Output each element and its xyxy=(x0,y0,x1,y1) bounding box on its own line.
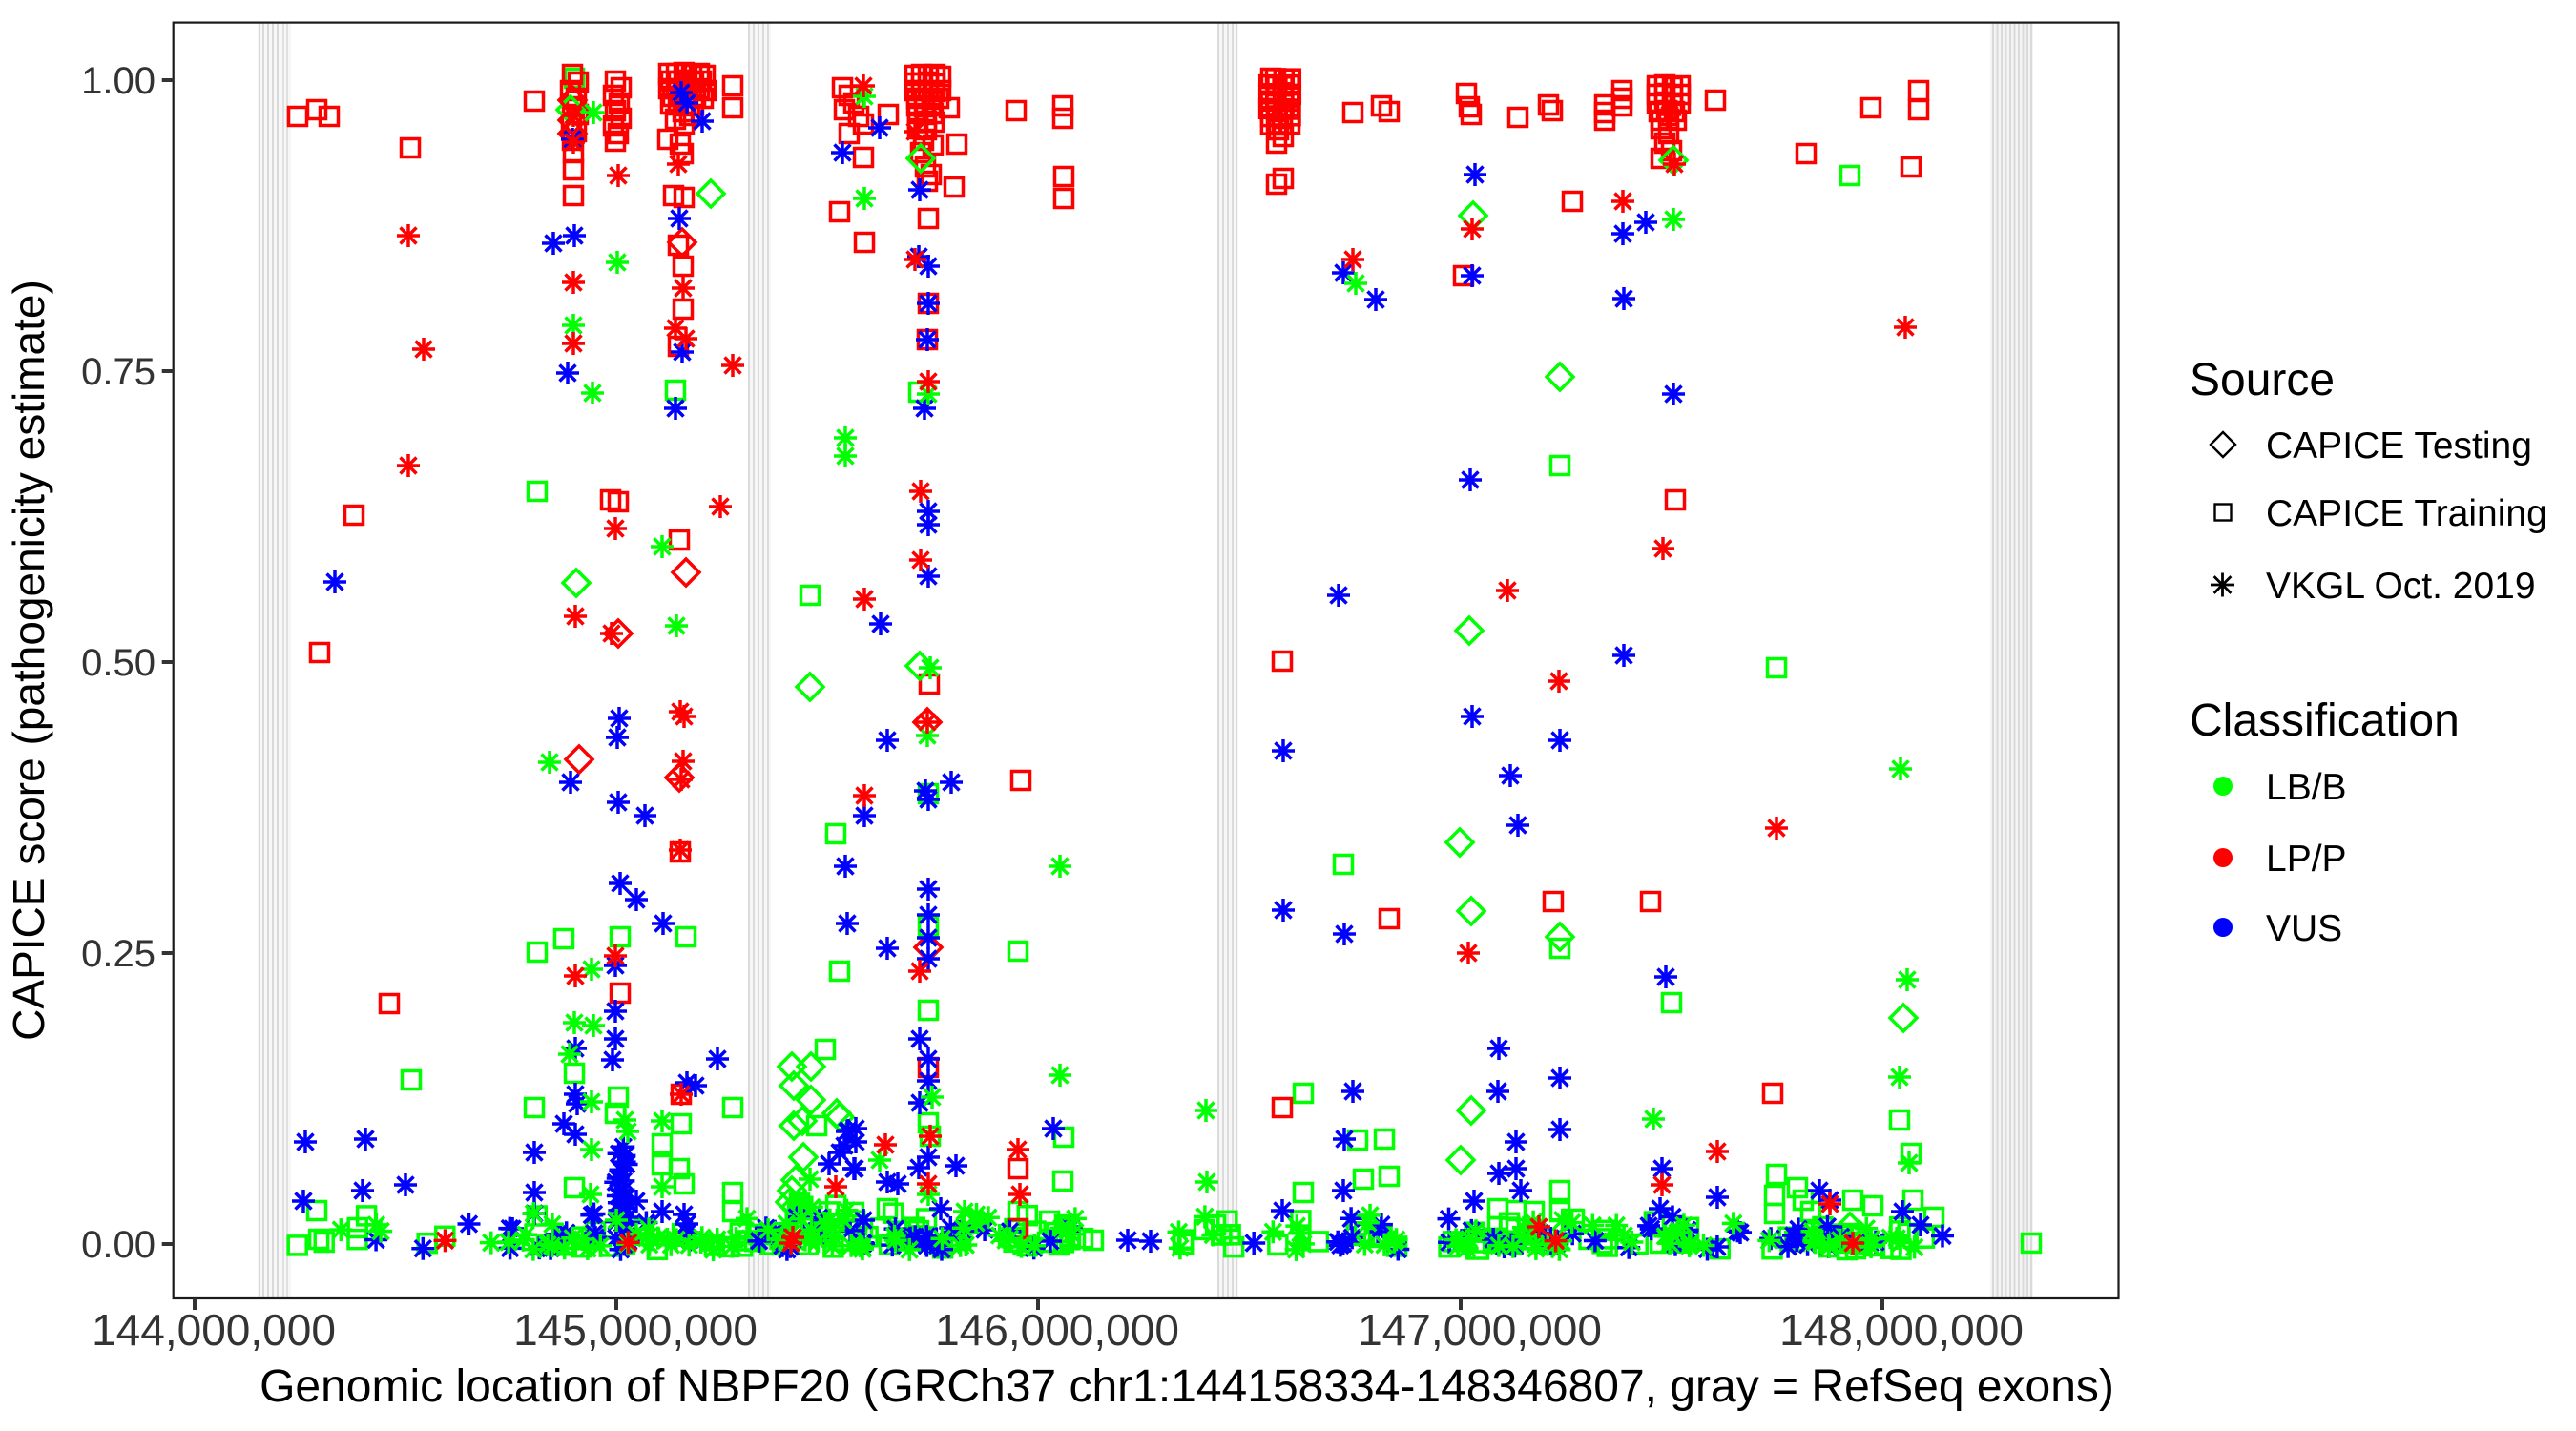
svg-text:CAPICE score (pathogenicity es: CAPICE score (pathogenicity estimate) xyxy=(4,280,53,1041)
svg-text:146,000,000: 146,000,000 xyxy=(935,1305,1179,1355)
svg-text:Source: Source xyxy=(2190,355,2335,405)
svg-text:VUS: VUS xyxy=(2266,908,2342,949)
svg-text:1.00: 1.00 xyxy=(81,60,156,102)
svg-text:0.25: 0.25 xyxy=(81,933,156,975)
svg-text:145,000,000: 145,000,000 xyxy=(513,1305,758,1355)
svg-text:CAPICE Testing: CAPICE Testing xyxy=(2266,425,2532,467)
svg-text:LP/P: LP/P xyxy=(2266,839,2347,880)
svg-text:0.75: 0.75 xyxy=(81,351,156,393)
svg-text:VKGL Oct. 2019: VKGL Oct. 2019 xyxy=(2266,566,2536,607)
svg-text:Genomic location of NBPF20 (GR: Genomic location of NBPF20 (GRCh37 chr1:… xyxy=(260,1361,2114,1412)
svg-text:144,000,000: 144,000,000 xyxy=(92,1305,336,1355)
svg-text:CAPICE Training: CAPICE Training xyxy=(2266,493,2547,534)
svg-text:147,000,000: 147,000,000 xyxy=(1358,1305,1602,1355)
svg-text:0.50: 0.50 xyxy=(81,642,156,684)
svg-text:Classification: Classification xyxy=(2190,695,2460,746)
svg-text:0.00: 0.00 xyxy=(81,1224,156,1266)
svg-text:LB/B: LB/B xyxy=(2266,767,2347,808)
svg-text:148,000,000: 148,000,000 xyxy=(1779,1305,2024,1355)
